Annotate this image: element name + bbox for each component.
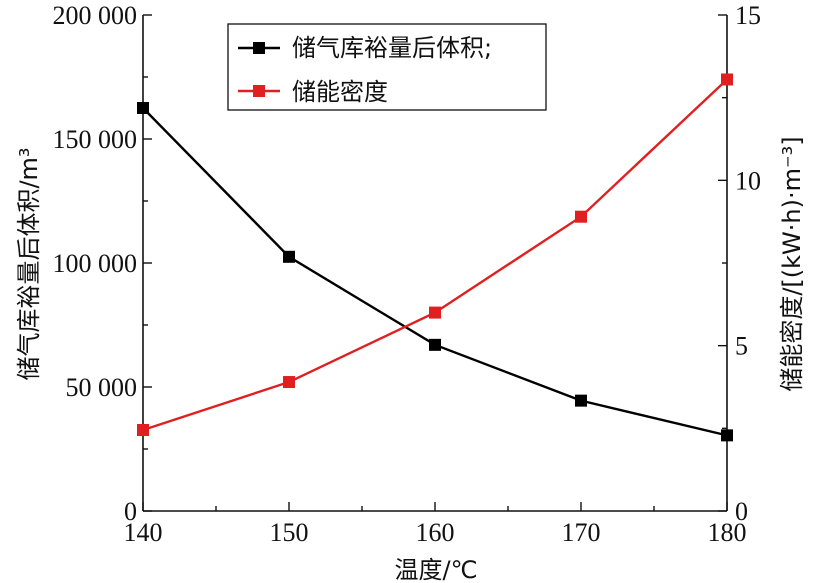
- series-line-volume: [142, 107, 728, 437]
- data-point-volume-160: [429, 338, 441, 351]
- data-point-energy-density-180: [721, 73, 733, 86]
- y-right-tick-label-0: 0: [735, 497, 748, 526]
- y-left-tick-label-1: 50 000: [66, 373, 138, 402]
- data-point-energy-density-160: [429, 306, 441, 319]
- data-point-volume-180: [721, 429, 733, 442]
- series-layer: [137, 73, 733, 442]
- data-point-energy-density-150: [283, 376, 295, 389]
- legend-marker-volume: [253, 42, 265, 54]
- y-right-tick-label-3: 15: [735, 1, 761, 30]
- x-tick-label-150: 150: [270, 518, 309, 547]
- data-point-volume-170: [575, 394, 587, 407]
- y-left-tick-label-2: 100 000: [53, 249, 138, 278]
- x-tick-label-160: 160: [416, 518, 455, 547]
- legend-box: [227, 23, 547, 111]
- y-right-tick-label-1: 5: [735, 332, 748, 361]
- legend-label-energy-density: 储能密度: [292, 78, 388, 106]
- x-tick-label-140: 140: [124, 518, 163, 547]
- legend: 储气库裕量后体积; 储能密度: [227, 23, 547, 111]
- legend-label-volume: 储气库裕量后体积;: [292, 34, 492, 62]
- y-left-axis-title: 储气库裕量后体积/m³: [15, 147, 43, 380]
- y-left-tick-label-0: 0: [124, 497, 137, 526]
- y-right-tick-label-2: 10: [735, 166, 761, 195]
- data-point-energy-density-170: [575, 210, 587, 223]
- y-left-tick-label-3: 150 000: [53, 125, 138, 154]
- series-line-energy-density: [142, 78, 728, 432]
- data-point-volume-150: [283, 250, 295, 263]
- y-left-tick-label-4: 200 000: [53, 1, 138, 30]
- x-tick-label-180: 180: [708, 518, 747, 547]
- x-axis-title: 温度/℃: [394, 556, 477, 583]
- data-point-volume-140: [137, 102, 149, 114]
- legend-marker-energy-density: [253, 85, 265, 97]
- x-tick-label-170: 170: [562, 518, 601, 547]
- data-point-energy-density-140: [137, 423, 149, 436]
- y-right-axis-title: 储能密度/[(kW·h)·m⁻³]: [778, 136, 806, 391]
